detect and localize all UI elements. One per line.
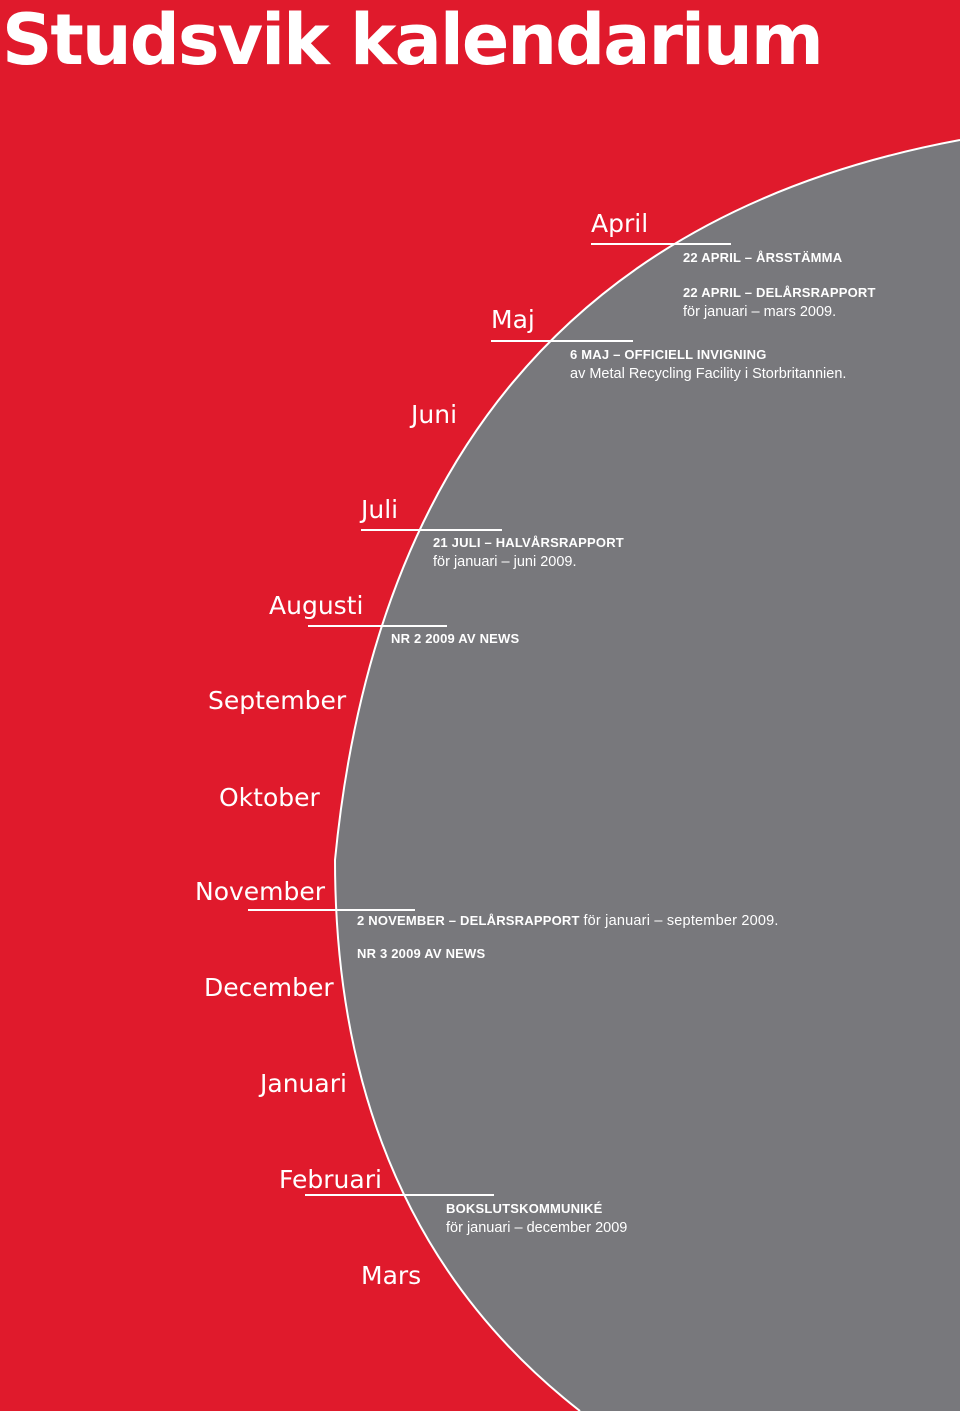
month-juni: Juni — [411, 400, 458, 429]
month-februari: Februari — [279, 1165, 382, 1194]
month-mars: Mars — [361, 1261, 422, 1290]
event-arsstamma: 22 april – Årsstämma — [683, 248, 842, 267]
month-december: December — [204, 973, 334, 1002]
event-bokslutskommunike: Bokslutskommuniké för januari – december… — [446, 1199, 627, 1238]
disc-edge-line — [333, 139, 960, 1411]
month-juli: Juli — [361, 495, 399, 524]
event-description: för januari – december 2009 — [446, 1220, 628, 1236]
event-heading: Bokslutskommuniké — [446, 1201, 603, 1216]
event-news-nr2: Nr 2 2009 av News — [391, 629, 519, 648]
event-description: för januari – juni 2009. — [433, 554, 577, 570]
event-delarsrapport-november: 2 november – Delårsrapport för januari –… — [357, 911, 779, 931]
event-delarsrapport-april: 22 april – Delårsrapport för januari – m… — [683, 283, 876, 322]
gray-half-disc — [335, 140, 960, 1411]
event-heading: 6 maj – Officiell invigning — [570, 347, 767, 362]
month-april: April — [591, 209, 649, 238]
event-description: av Metal Recycling Facility i Storbritan… — [570, 366, 847, 382]
event-heading-text: 2 november – Delårsrapport — [357, 913, 580, 928]
event-heading: 22 april – Årsstämma — [683, 250, 843, 265]
month-november: November — [195, 877, 326, 906]
event-halvarsrapport: 21 juli – Halvårsrapport för januari – j… — [433, 533, 624, 572]
event-heading: 2 november – Delårsrapport för januari –… — [357, 911, 779, 931]
event-description: för januari – september 2009. — [583, 913, 779, 929]
page-title: Studsvik kalendarium — [2, 0, 824, 81]
event-invigning: 6 maj – Officiell invigning av Metal Rec… — [570, 345, 846, 384]
month-oktober: Oktober — [219, 783, 320, 812]
event-heading: 21 juli – Halvårsrapport — [433, 535, 624, 550]
month-maj: Maj — [491, 305, 535, 334]
month-januari: Januari — [260, 1069, 347, 1098]
event-news-nr3: Nr 3 2009 av News — [357, 944, 485, 963]
month-september: September — [208, 686, 347, 715]
month-augusti: Augusti — [269, 591, 364, 620]
event-description: för januari – mars 2009. — [683, 304, 837, 320]
month-underlines — [248, 243, 731, 1196]
event-heading: Nr 3 2009 av News — [357, 946, 486, 961]
event-heading: 22 april – Delårsrapport — [683, 285, 876, 300]
event-heading: Nr 2 2009 av News — [391, 631, 520, 646]
